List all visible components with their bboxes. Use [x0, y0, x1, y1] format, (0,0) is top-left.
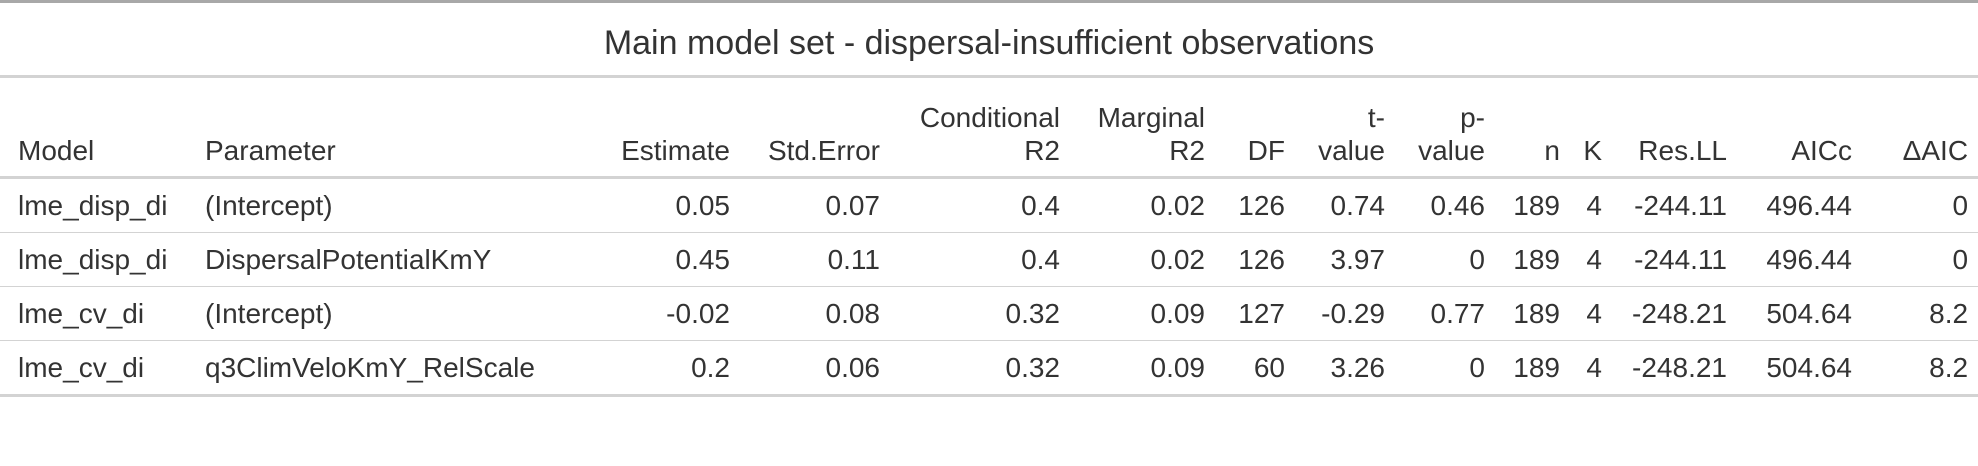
cell-parameter: DispersalPotentialKmY [195, 232, 590, 287]
cell-df: 126 [1215, 232, 1295, 287]
header-n: n [1495, 76, 1570, 179]
cell-res-ll: -244.11 [1612, 232, 1737, 287]
cell-estimate: 0.45 [590, 232, 740, 287]
cell-t-value: 0.74 [1295, 177, 1395, 233]
header-conditional-r2-line1: Conditional [919, 101, 1060, 133]
header-p-value-line2: value [1418, 135, 1485, 167]
header-parameter: Parameter [195, 76, 590, 179]
cell-df: 126 [1215, 177, 1295, 233]
cell-t-value: -0.29 [1295, 286, 1395, 341]
cell-k: 4 [1570, 340, 1612, 397]
table-row: lme_disp_di (Intercept) 0.05 0.07 0.4 0.… [0, 177, 1978, 233]
header-k: K [1570, 76, 1612, 179]
cell-parameter: q3ClimVeloKmY_RelScale [195, 340, 590, 397]
cell-res-ll: -244.11 [1612, 177, 1737, 233]
header-model: Model [0, 76, 195, 179]
cell-df: 60 [1215, 340, 1295, 397]
cell-n: 189 [1495, 340, 1570, 397]
header-p-value: p-value [1395, 76, 1495, 179]
header-res-ll: Res.LL [1612, 76, 1737, 179]
cell-n: 189 [1495, 232, 1570, 287]
cell-delta-aic: 8.2 [1862, 340, 1978, 397]
cell-t-value: 3.26 [1295, 340, 1395, 397]
header-df: DF [1215, 76, 1295, 179]
header-conditional-r2-line2: R2 [1024, 135, 1060, 167]
cell-p-value: 0 [1395, 340, 1495, 397]
cell-conditional-r2: 0.4 [890, 177, 1070, 233]
header-marginal-r2: Marginal R2 [1070, 76, 1215, 179]
header-estimate: Estimate [590, 76, 740, 179]
cell-k: 4 [1570, 177, 1612, 233]
cell-marginal-r2: 0.09 [1070, 286, 1215, 341]
header-delta-aic: ΔAIC [1862, 76, 1978, 179]
cell-estimate: 0.05 [590, 177, 740, 233]
table-row: lme_cv_di (Intercept) -0.02 0.08 0.32 0.… [0, 286, 1978, 341]
cell-k: 4 [1570, 286, 1612, 341]
header-t-value-line1: t- [1367, 101, 1385, 133]
cell-k: 4 [1570, 232, 1612, 287]
header-marginal-r2-line1: Marginal [1097, 101, 1205, 133]
header-aicc: AICc [1737, 76, 1862, 179]
cell-model: lme_cv_di [0, 286, 195, 341]
cell-aicc: 504.64 [1737, 340, 1862, 397]
cell-parameter: (Intercept) [195, 177, 590, 233]
column-header-row: Model Parameter Estimate Std.Error Condi… [0, 76, 1978, 179]
cell-t-value: 3.97 [1295, 232, 1395, 287]
cell-conditional-r2: 0.4 [890, 232, 1070, 287]
cell-res-ll: -248.21 [1612, 286, 1737, 341]
header-t-value-line2: value [1318, 135, 1385, 167]
cell-n: 189 [1495, 286, 1570, 341]
table-title: Main model set - dispersal-insufficient … [0, 0, 1978, 78]
table-row: lme_cv_di q3ClimVeloKmY_RelScale 0.2 0.0… [0, 340, 1978, 397]
cell-aicc: 496.44 [1737, 177, 1862, 233]
cell-p-value: 0.77 [1395, 286, 1495, 341]
cell-p-value: 0.46 [1395, 177, 1495, 233]
cell-delta-aic: 0 [1862, 232, 1978, 287]
model-results-table: Main model set - dispersal-insufficient … [0, 0, 1978, 397]
cell-marginal-r2: 0.02 [1070, 177, 1215, 233]
cell-std-error: 0.06 [740, 340, 890, 397]
cell-model: lme_cv_di [0, 340, 195, 397]
cell-std-error: 0.07 [740, 177, 890, 233]
header-conditional-r2: Conditional R2 [890, 76, 1070, 179]
cell-p-value: 0 [1395, 232, 1495, 287]
cell-delta-aic: 0 [1862, 177, 1978, 233]
cell-estimate: 0.2 [590, 340, 740, 397]
cell-delta-aic: 8.2 [1862, 286, 1978, 341]
cell-aicc: 504.64 [1737, 286, 1862, 341]
cell-conditional-r2: 0.32 [890, 340, 1070, 397]
cell-df: 127 [1215, 286, 1295, 341]
cell-conditional-r2: 0.32 [890, 286, 1070, 341]
cell-std-error: 0.08 [740, 286, 890, 341]
table-row: lme_disp_di DispersalPotentialKmY 0.45 0… [0, 232, 1978, 287]
cell-aicc: 496.44 [1737, 232, 1862, 287]
cell-marginal-r2: 0.02 [1070, 232, 1215, 287]
cell-model: lme_disp_di [0, 232, 195, 287]
header-p-value-line1: p- [1460, 101, 1485, 133]
cell-estimate: -0.02 [590, 286, 740, 341]
cell-res-ll: -248.21 [1612, 340, 1737, 397]
cell-marginal-r2: 0.09 [1070, 340, 1215, 397]
cell-parameter: (Intercept) [195, 286, 590, 341]
cell-model: lme_disp_di [0, 177, 195, 233]
header-t-value: t-value [1295, 76, 1395, 179]
cell-std-error: 0.11 [740, 232, 890, 287]
header-std-error: Std.Error [740, 76, 890, 179]
header-marginal-r2-line2: R2 [1169, 135, 1205, 167]
cell-n: 189 [1495, 177, 1570, 233]
